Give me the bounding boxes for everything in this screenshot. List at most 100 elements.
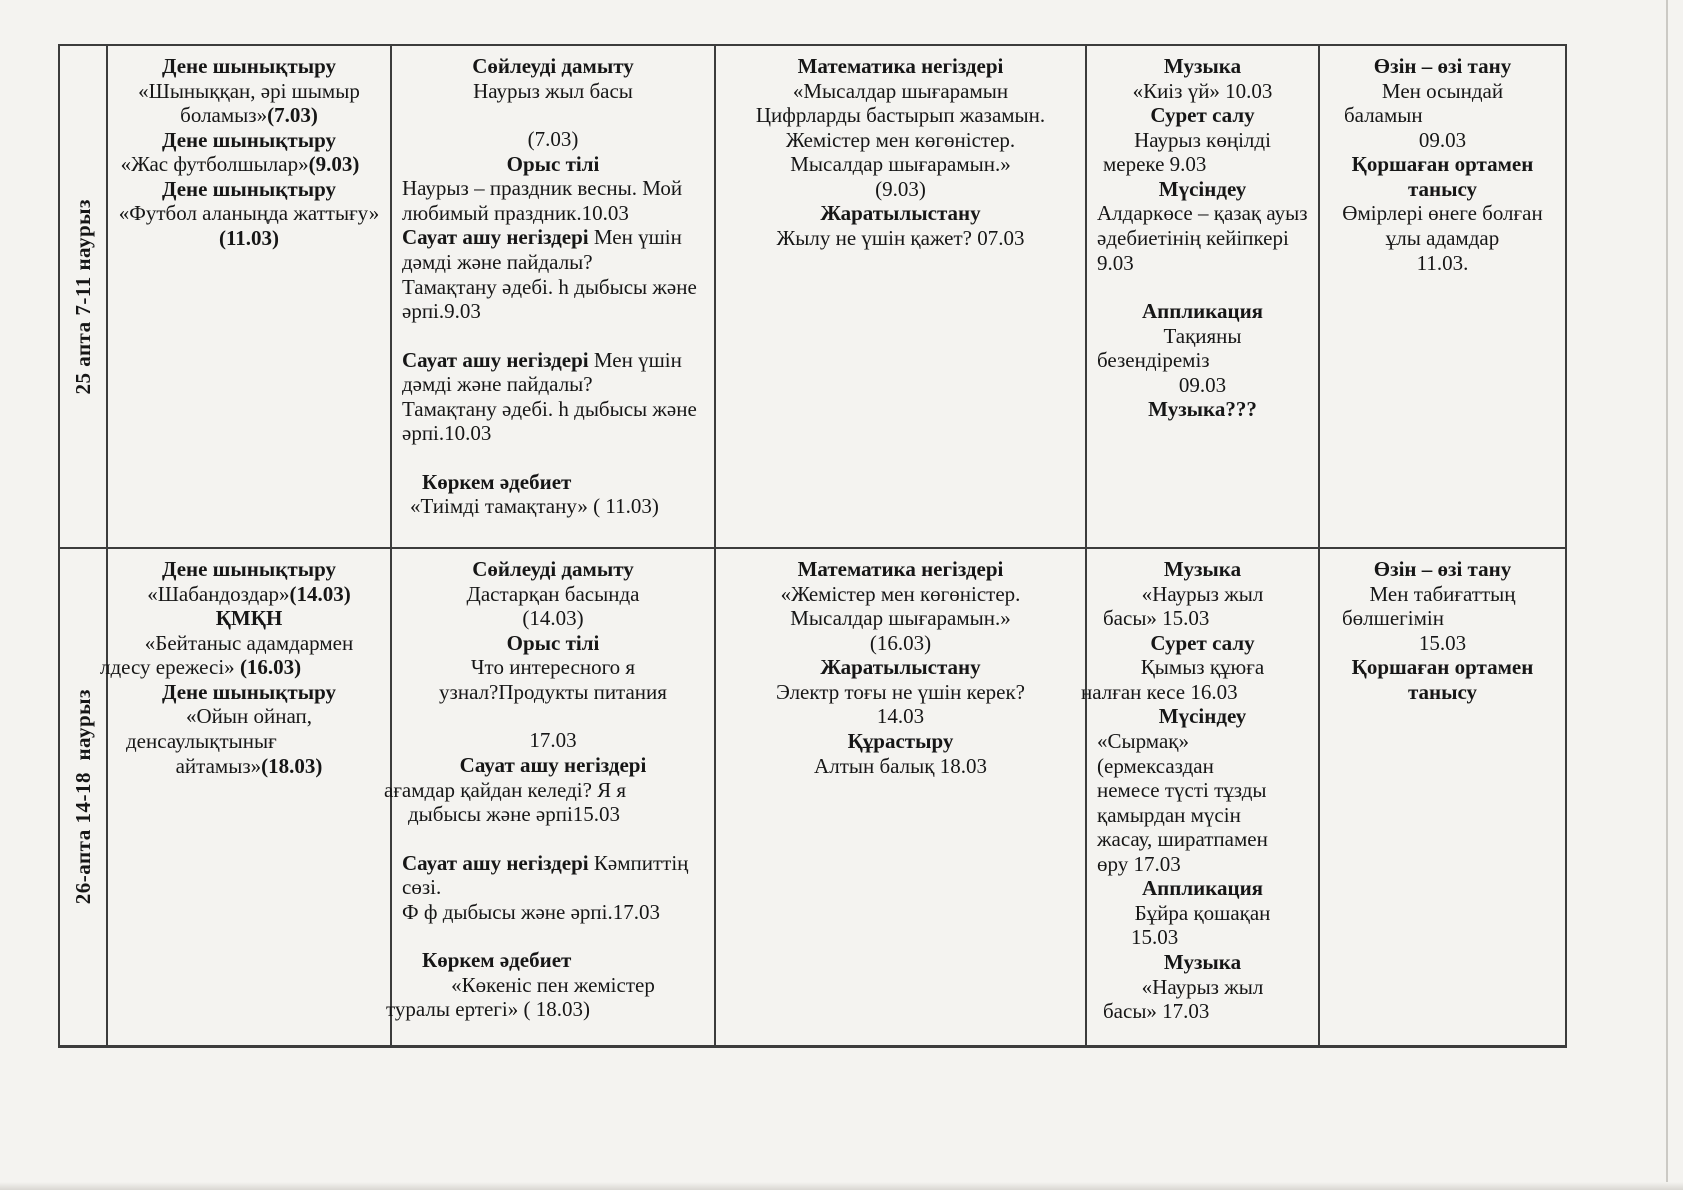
text-run: Наурыз – праздник весны. Мой любимый пра… [402,176,683,225]
cell-paragraph: Жылу не үшін қажет? 07.03 [726,226,1075,251]
text-run: Көркем әдебиет [422,948,572,973]
text-run: «Сырмақ» [1097,728,1189,753]
cell-paragraph: Сауат ашу негіздері Мен үшін дәмді және … [402,225,704,274]
cell-blank-line [402,324,704,348]
cell-paragraph: Ф ф дыбысы және әрпі.17.03 [402,900,704,925]
cell-paragraph: Сөйлеуді дамыту [402,557,704,582]
text-run: Қоршаған ортамен танысу [1351,655,1534,704]
text-run: Аппликация [1141,299,1264,324]
cell-paragraph: Сауат ашу негіздері Мен үшін дәмді және … [402,348,704,397]
cell-paragraph: Орыс тілі [402,631,704,656]
text-run: 09.03 [1178,372,1227,397]
text-run: Өзін – өзі тану [1373,557,1512,581]
cell-paragraph: «Сырмақ» [1097,729,1308,754]
schedule-cell: Өзін – өзі тану Мен осындай баламын 09.03 Қо… [1318,46,1565,547]
cell-paragraph: Наурыз – праздник весны. Мой любимый пра… [402,176,704,225]
cell-blank-line [402,446,704,470]
text-run: Дене шынықтыру [161,557,337,581]
text-run: 17.03 [529,728,577,753]
cell-paragraph: Қоршаған ортамен танысу [1330,655,1555,704]
cell-paragraph: «Мысалдар шығарамын [726,79,1075,104]
cell-paragraph: Наурыз жыл басы [402,79,704,104]
cell-paragraph: (14.03) [402,606,704,631]
text-run: Сауат ашу негіздері [402,347,594,372]
cell-paragraph: денсаулықтынығ [126,729,380,754]
cell-paragraph: Музыка [1097,54,1308,79]
cell-paragraph: айтамыз»(18.03) [118,754,380,779]
text-run: «Көкеніс пен жемістер [451,972,655,997]
week-label: 26-апта 14-18 наурыз [70,689,95,905]
cell-paragraph: Мен табиғаттың [1330,582,1555,607]
text-run: Дене шынықтыру [161,127,337,152]
cell-paragraph: «Шыныққан, әрі шымыр боламыз»(7.03) [118,79,380,128]
cell-paragraph: Дене шынықтыру [118,54,380,79]
cell-paragraph: «Тиімді тамақтану» ( 11.03) [410,494,704,519]
text-run: Сауат ашу негіздері [402,850,594,875]
cell-paragraph: мереке 9.03 [1103,152,1308,177]
text-run: «Шыныққан, әрі шымыр боламыз» [138,78,360,128]
cell-paragraph: Дене шынықтыру [118,128,380,153]
text-run: «Шабандоздар» [147,581,290,606]
text-run: Жылу не үшін қажет? 07.03 [776,225,1025,250]
text-run: «Жас футболшылар» [120,152,309,177]
cell-paragraph: «Наурыз жыл [1097,582,1308,607]
cell-paragraph: Что интересного я [402,655,704,680]
text-run: налған кесе 16.03 [1081,679,1238,704]
cell-paragraph: (16.03) [726,631,1075,656]
cell-paragraph: Наурыз көңілді [1097,128,1308,153]
text-run: басы» 17.03 [1103,999,1210,1024]
cell-paragraph: Математика негіздері [726,54,1075,79]
cell-paragraph: «Киіз үй» 10.03 [1097,79,1308,104]
schedule-cell: Музыка «Наурыз жыл басы» 15.03 Сурет салу Қы… [1081,547,1318,1045]
text-run: Музыка??? [1148,397,1257,422]
cell-paragraph: жасау, ширатпамен [1097,827,1308,852]
cell-paragraph: басы» 15.03 [1103,606,1308,631]
text-run: Математика негіздері [797,54,1004,78]
cell-paragraph: (9.03) [726,177,1075,202]
text-run: дыбысы және әрпі15.03 [408,802,621,827]
text-run: «Жемістер мен көгөністер. [780,581,1021,606]
text-run: мереке 9.03 [1103,152,1207,177]
cell-paragraph: Өзін – өзі тану [1330,54,1555,79]
cell-paragraph: Өзін – өзі тану [1330,557,1555,582]
cell-paragraph: Бұйра қошақан [1097,901,1308,926]
cell-paragraph: Дене шынықтыру [118,680,380,705]
text-run: Жаратылыстану [820,655,981,680]
cell-paragraph: «Шабандоздар»(14.03) [118,582,380,607]
cell-paragraph: Дене шынықтыру [118,557,380,582]
cell-paragraph: Музыка [1097,950,1308,975]
text-run: Дене шынықтыру [161,679,337,704]
text-run: 14.03 [876,704,925,729]
cell-paragraph: Қоршаған ортамен танысу [1330,152,1555,201]
text-run: Сөйлеуді дамыту [472,54,634,78]
cell-paragraph: 11.03. [1330,251,1555,276]
cell-paragraph: «Бейтаныс адамдармен [118,631,380,656]
text-run: лдесу ережесі» [100,655,240,680]
text-run: Что интересного я [470,655,636,680]
text-run: қамырдан мүсін [1097,802,1241,827]
text-run: Электр тоғы не үшін керек? [775,679,1026,704]
cell-paragraph: Музыка??? [1097,397,1308,422]
cell-paragraph: Аппликация [1097,876,1308,901]
text-run: Цифрларды бастырып жазамын. [755,103,1046,128]
text-run: 11.03. [1416,250,1469,275]
cell-paragraph: туралы ертегі» ( 18.03) [386,997,704,1022]
cell-paragraph: Сурет салу [1097,103,1308,128]
text-run: «Футбол аланыңда жаттығу» [118,201,380,226]
text-run: Мысалдар шығарамын.» [790,152,1011,177]
text-run: Дене шынықтыру [161,54,337,78]
text-run: баламын [1344,103,1423,128]
text-run: Өзін – өзі тану [1373,54,1512,78]
text-run: бөлшегімін [1342,606,1444,631]
text-run: «Бейтаныс адамдармен [144,630,354,655]
text-run: «Мысалдар шығарамын [792,78,1009,103]
text-run: Жемістер мен көгөністер. [785,127,1016,152]
cell-paragraph: Дене шынықтыру [118,177,380,202]
week-label-cell: 26-апта 14-18 наурыз [60,547,106,1045]
text-run: жасау, ширатпамен [1097,827,1268,852]
scan-bottom-shadow [0,1182,1683,1190]
cell-paragraph: (7.03) [402,127,704,152]
cell-paragraph: Мысалдар шығарамын.» [726,606,1075,631]
cell-paragraph: Тамақтану әдебі. h дыбысы және әрпі.10.0… [402,397,704,446]
schedule-cell: Сөйлеуді дамыту Дастарқан басында (14.03) О… [384,547,714,1045]
